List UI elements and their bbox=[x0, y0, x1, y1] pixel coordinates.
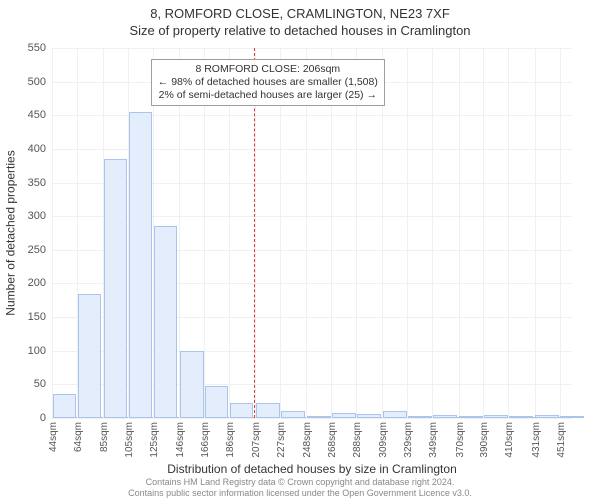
x-tick-label: 186sqm bbox=[225, 422, 236, 458]
histogram-bar bbox=[535, 415, 559, 418]
x-tick-label: 105sqm bbox=[124, 422, 135, 458]
x-tick-label: 125sqm bbox=[149, 422, 160, 458]
figure: 8, ROMFORD CLOSE, CRAMLINGTON, NE23 7XF … bbox=[0, 0, 600, 500]
vgrid-line bbox=[535, 48, 536, 418]
x-tick-label: 309sqm bbox=[378, 422, 389, 458]
histogram-bar bbox=[459, 416, 483, 418]
chart-plot-area: 05010015020025030035040045050055044sqm64… bbox=[52, 48, 572, 418]
annotation-line: 2% of semi-detached houses are larger (2… bbox=[158, 89, 378, 102]
y-axis-title: Number of detached properties bbox=[4, 48, 18, 418]
footer-licence: Contains HM Land Registry data © Crown c… bbox=[0, 477, 600, 498]
y-tick-label: 500 bbox=[28, 76, 46, 88]
vgrid-line bbox=[407, 48, 408, 418]
histogram-bar bbox=[180, 351, 204, 418]
x-tick-label: 329sqm bbox=[403, 422, 414, 458]
vgrid-line bbox=[459, 48, 460, 418]
hgrid-line bbox=[52, 48, 572, 49]
title-block: 8, ROMFORD CLOSE, CRAMLINGTON, NE23 7XF … bbox=[0, 6, 600, 38]
y-tick-label: 150 bbox=[28, 311, 46, 323]
x-tick-label: 64sqm bbox=[73, 422, 84, 452]
title-line2: Size of property relative to detached ho… bbox=[0, 23, 600, 38]
histogram-bar bbox=[205, 386, 229, 418]
vgrid-line bbox=[560, 48, 561, 418]
histogram-bar bbox=[357, 414, 381, 418]
x-tick-label: 410sqm bbox=[504, 422, 515, 458]
footer-line2: Contains public sector information licen… bbox=[0, 488, 600, 498]
histogram-bar bbox=[307, 416, 331, 418]
histogram-bar bbox=[281, 411, 305, 418]
histogram-bar bbox=[78, 294, 102, 418]
histogram-bar bbox=[383, 411, 407, 418]
x-tick-label: 431sqm bbox=[531, 422, 542, 458]
footer-line1: Contains HM Land Registry data © Crown c… bbox=[0, 477, 600, 487]
y-tick-label: 350 bbox=[28, 177, 46, 189]
x-tick-label: 207sqm bbox=[251, 422, 262, 458]
y-axis-title-text: Number of detached properties bbox=[4, 150, 18, 315]
histogram-bar bbox=[484, 415, 508, 418]
y-tick-label: 50 bbox=[34, 378, 46, 390]
x-tick-label: 288sqm bbox=[352, 422, 363, 458]
histogram-bar bbox=[408, 416, 432, 418]
vgrid-line bbox=[432, 48, 433, 418]
x-tick-label: 390sqm bbox=[479, 422, 490, 458]
vgrid-line bbox=[52, 48, 53, 418]
x-tick-label: 370sqm bbox=[455, 422, 466, 458]
x-tick-label: 227sqm bbox=[276, 422, 287, 458]
x-tick-label: 146sqm bbox=[175, 422, 186, 458]
histogram-bar bbox=[433, 415, 457, 418]
x-tick-label: 44sqm bbox=[48, 422, 59, 452]
x-tick-label: 248sqm bbox=[302, 422, 313, 458]
histogram-bar bbox=[256, 403, 280, 418]
y-tick-label: 100 bbox=[28, 345, 46, 357]
y-tick-label: 250 bbox=[28, 244, 46, 256]
x-tick-label: 451sqm bbox=[556, 422, 567, 458]
title-line1: 8, ROMFORD CLOSE, CRAMLINGTON, NE23 7XF bbox=[0, 6, 600, 21]
histogram-bar bbox=[53, 394, 77, 418]
vgrid-line bbox=[483, 48, 484, 418]
y-tick-label: 550 bbox=[28, 42, 46, 54]
histogram-bar bbox=[154, 226, 178, 418]
histogram-bar bbox=[560, 416, 584, 418]
histogram-bar bbox=[332, 413, 356, 418]
histogram-bar bbox=[230, 403, 254, 418]
hgrid-line bbox=[52, 418, 572, 419]
y-tick-label: 0 bbox=[40, 412, 46, 424]
y-tick-label: 300 bbox=[28, 210, 46, 222]
histogram-bar bbox=[129, 112, 153, 418]
x-tick-label: 85sqm bbox=[99, 422, 110, 452]
annotation-box: 8 ROMFORD CLOSE: 206sqm← 98% of detached… bbox=[151, 59, 385, 106]
histogram-bar bbox=[509, 416, 533, 418]
annotation-line: 8 ROMFORD CLOSE: 206sqm bbox=[158, 63, 378, 76]
vgrid-line bbox=[508, 48, 509, 418]
plot-area: 05010015020025030035040045050055044sqm64… bbox=[52, 48, 572, 418]
x-tick-label: 166sqm bbox=[200, 422, 211, 458]
y-tick-label: 200 bbox=[28, 277, 46, 289]
x-tick-label: 268sqm bbox=[327, 422, 338, 458]
x-axis-title: Distribution of detached houses by size … bbox=[52, 462, 572, 476]
y-tick-label: 400 bbox=[28, 143, 46, 155]
histogram-bar bbox=[104, 159, 128, 418]
x-tick-label: 349sqm bbox=[428, 422, 439, 458]
y-tick-label: 450 bbox=[28, 109, 46, 121]
annotation-line: ← 98% of detached houses are smaller (1,… bbox=[158, 76, 378, 89]
